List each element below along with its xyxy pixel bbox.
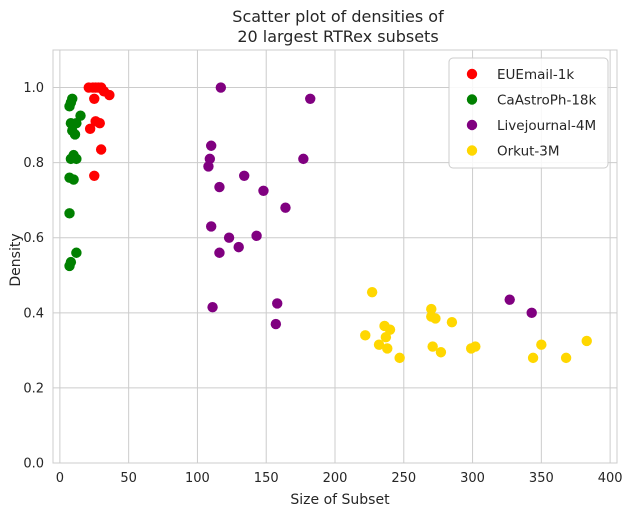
data-point-series-2 bbox=[214, 181, 225, 193]
data-point-series-3 bbox=[380, 332, 392, 343]
data-point-series-2 bbox=[251, 230, 262, 242]
x-tick-label: 0 bbox=[56, 471, 64, 486]
x-tick-labels: 0 50 100 150 200 250 300 350 400 bbox=[56, 471, 623, 486]
data-point-series-3 bbox=[366, 286, 378, 298]
data-point-series-0 bbox=[89, 93, 100, 105]
data-point-series-2 bbox=[298, 153, 309, 165]
legend-marker bbox=[466, 145, 478, 156]
data-point-series-2 bbox=[272, 298, 283, 309]
data-point-series-0 bbox=[84, 123, 96, 135]
x-tick-label: 100 bbox=[185, 471, 210, 486]
data-point-series-3 bbox=[427, 341, 438, 352]
data-point-series-2 bbox=[270, 318, 282, 330]
legend: EUEmail-1k CaAstroPh-18k Livejournal-4M Ork… bbox=[448, 57, 609, 169]
chart-title-line-1: Scatter plot of densities of bbox=[232, 7, 444, 26]
data-point-series-1 bbox=[64, 260, 75, 272]
data-point-series-2 bbox=[526, 307, 537, 319]
y-tick-labels: 0.0 0.2 0.4 0.6 0.8 1.0 bbox=[23, 81, 44, 471]
legend-label: EUEmail-1k bbox=[497, 67, 574, 83]
data-point-series-0 bbox=[95, 144, 107, 155]
data-points bbox=[64, 82, 592, 364]
data-point-series-3 bbox=[536, 339, 547, 350]
data-point-series-0 bbox=[89, 170, 100, 181]
data-point-series-1 bbox=[64, 101, 75, 112]
data-point-series-2 bbox=[504, 294, 515, 305]
y-tick-label: 0.6 bbox=[23, 231, 44, 246]
legend-marker bbox=[466, 119, 478, 131]
data-point-series-3 bbox=[446, 317, 458, 328]
legend-box bbox=[448, 57, 609, 169]
chart-title-line-2: 20 largest RTRex subsets bbox=[237, 27, 438, 46]
data-point-series-2 bbox=[214, 247, 225, 258]
legend-marker bbox=[466, 68, 478, 80]
data-point-series-2 bbox=[203, 161, 214, 172]
data-point-series-2 bbox=[258, 185, 269, 196]
data-point-series-2 bbox=[305, 93, 316, 105]
x-tick-label: 50 bbox=[120, 471, 137, 486]
data-point-series-2 bbox=[205, 140, 217, 151]
data-point-series-3 bbox=[394, 352, 405, 364]
legend-label: Livejournal-4M bbox=[497, 118, 596, 134]
data-point-series-2 bbox=[239, 170, 250, 181]
data-point-series-2 bbox=[205, 221, 217, 232]
data-point-series-3 bbox=[382, 343, 393, 354]
data-point-series-2 bbox=[207, 301, 218, 313]
y-tick-label: 0.8 bbox=[23, 156, 44, 171]
y-axis-label: Density bbox=[8, 233, 24, 286]
x-tick-label: 400 bbox=[598, 471, 623, 486]
data-point-series-3 bbox=[426, 303, 437, 315]
x-tick-label: 350 bbox=[529, 471, 554, 486]
data-point-series-3 bbox=[430, 313, 441, 324]
x-tick-label: 150 bbox=[254, 471, 279, 486]
y-tick-label: 0.2 bbox=[23, 381, 44, 396]
legend-label: CaAstroPh-18k bbox=[497, 93, 597, 109]
data-point-series-2 bbox=[223, 232, 235, 243]
data-point-series-3 bbox=[581, 335, 592, 347]
legend-marker bbox=[466, 94, 478, 105]
y-tick-label: 1.0 bbox=[23, 81, 44, 96]
data-point-series-3 bbox=[527, 352, 539, 364]
x-axis-label: Size of Subset bbox=[290, 492, 390, 508]
plot-area-frame bbox=[52, 49, 618, 464]
data-point-series-3 bbox=[435, 347, 447, 358]
data-point-series-1 bbox=[69, 129, 81, 140]
x-tick-label: 250 bbox=[391, 471, 416, 486]
data-point-series-2 bbox=[215, 82, 227, 93]
y-tick-label: 0.0 bbox=[23, 457, 44, 472]
x-tick-label: 200 bbox=[323, 471, 348, 486]
data-point-series-1 bbox=[64, 208, 75, 219]
data-point-series-1 bbox=[71, 153, 82, 165]
data-point-series-0 bbox=[94, 118, 105, 129]
data-point-series-1 bbox=[68, 174, 79, 185]
y-tick-label: 0.4 bbox=[23, 306, 44, 321]
data-point-series-0 bbox=[104, 89, 115, 101]
data-point-series-3 bbox=[560, 352, 572, 364]
data-point-series-1 bbox=[71, 247, 82, 258]
data-point-series-3 bbox=[470, 341, 481, 352]
data-point-series-2 bbox=[233, 241, 244, 253]
data-point-series-3 bbox=[373, 339, 385, 350]
data-point-series-3 bbox=[360, 330, 371, 341]
x-tick-label: 300 bbox=[460, 471, 485, 486]
data-point-series-2 bbox=[280, 202, 291, 213]
legend-label: Orkut-3M bbox=[497, 144, 560, 160]
